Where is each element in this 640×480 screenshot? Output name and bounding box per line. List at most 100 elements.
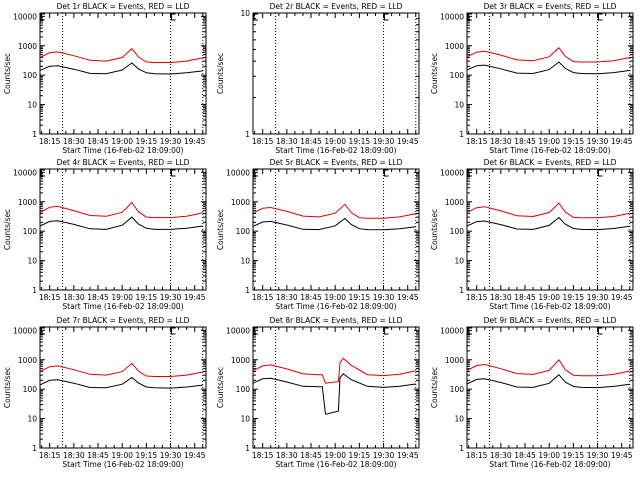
x-tick-label: 18:45 xyxy=(514,137,536,146)
panel-title: Det 1r BLACK = Events, RED = LLD xyxy=(57,2,190,11)
x-tick-label: 19:15 xyxy=(349,293,371,302)
x-tick-label: 19:15 xyxy=(136,137,158,146)
x-tick-label: 19:45 xyxy=(397,451,419,460)
x-tick-label: 18:30 xyxy=(490,451,512,460)
y-axis-label: Counts/sec xyxy=(216,367,225,408)
interval-marker xyxy=(598,327,603,335)
y-tick-label: 10 xyxy=(454,101,464,110)
plot-frame xyxy=(466,168,634,291)
x-tick-label: 18:15 xyxy=(39,293,61,302)
x-tick-label: 19:45 xyxy=(184,451,206,460)
y-tick-label: 10 xyxy=(240,9,250,18)
y-axis-label: Counts/sec xyxy=(3,53,12,94)
x-tick-label: 19:00 xyxy=(538,137,560,146)
x-tick-label: 18:15 xyxy=(466,293,488,302)
x-tick-label: 19:45 xyxy=(611,293,633,302)
y-tick-label: 10 xyxy=(240,257,250,266)
x-tick-label: 18:45 xyxy=(300,451,322,460)
y-tick-label: 10000 xyxy=(13,326,37,335)
series-line-events xyxy=(252,217,416,231)
x-tick-label: 18:15 xyxy=(39,451,61,460)
x-tick-label: 19:00 xyxy=(538,293,560,302)
interval-marker xyxy=(598,169,603,177)
series-line-lld xyxy=(39,362,203,377)
interval-marker xyxy=(467,327,472,335)
x-axis-label: Start Time (16-Feb-02 18:09:00) xyxy=(275,146,396,155)
detector-panel-5: Det 5r BLACK = Events, RED = LLD 10000 100… xyxy=(216,158,420,311)
y-tick-label: 1 xyxy=(459,286,464,295)
interval-marker xyxy=(384,327,389,335)
x-tick-label: 19:30 xyxy=(160,293,182,302)
series-line-lld xyxy=(39,47,203,63)
plot-frame xyxy=(39,12,207,135)
plot-frame xyxy=(252,168,420,291)
y-tick-label: 10000 xyxy=(13,12,37,21)
x-tick-label: 19:00 xyxy=(111,137,133,146)
x-tick-label: 19:15 xyxy=(349,137,371,146)
panel-title: Det 2r BLACK = Events, RED = LLD xyxy=(270,2,403,11)
y-tick-label: 100 xyxy=(236,227,251,236)
y-tick-label: 10 xyxy=(240,415,250,424)
detector-panel-4: Det 4r BLACK = Events, RED = LLD 10000 100… xyxy=(3,158,207,311)
x-tick-label: 19:45 xyxy=(184,137,206,146)
detector-panel-7: Det 7r BLACK = Events, RED = LLD 10000 100… xyxy=(3,316,207,469)
plot-frame xyxy=(39,168,207,291)
interval-marker xyxy=(384,13,389,21)
interval-marker xyxy=(384,169,389,177)
y-axis-label: Counts/sec xyxy=(216,53,225,94)
series-line-events xyxy=(466,373,630,389)
x-tick-label: 18:45 xyxy=(514,293,536,302)
panel-title: Det 4r BLACK = Events, RED = LLD xyxy=(57,158,190,167)
x-tick-label: 19:30 xyxy=(160,137,182,146)
x-tick-label: 19:15 xyxy=(136,293,158,302)
y-axis-label: Counts/sec xyxy=(430,53,439,94)
y-tick-label: 1 xyxy=(245,444,250,453)
interval-marker xyxy=(253,327,258,335)
x-tick-label: 19:45 xyxy=(184,293,206,302)
series-line-lld xyxy=(252,203,416,219)
y-tick-label: 1000 xyxy=(18,42,37,51)
x-tick-label: 19:15 xyxy=(563,137,585,146)
y-axis-label: Counts/sec xyxy=(3,367,12,408)
y-axis-label: Counts/sec xyxy=(3,209,12,250)
x-tick-label: 19:00 xyxy=(324,137,346,146)
x-tick-label: 19:15 xyxy=(563,451,585,460)
x-tick-label: 19:30 xyxy=(373,137,395,146)
interval-marker xyxy=(171,13,176,21)
y-tick-label: 100 xyxy=(23,71,38,80)
interval-marker xyxy=(40,327,45,335)
y-tick-label: 1000 xyxy=(231,356,250,365)
x-tick-label: 18:15 xyxy=(252,451,274,460)
x-tick-label: 19:30 xyxy=(587,137,609,146)
y-tick-label: 100 xyxy=(23,385,38,394)
x-tick-label: 19:00 xyxy=(111,451,133,460)
y-axis-label: Counts/sec xyxy=(430,367,439,408)
y-tick-label: 10000 xyxy=(226,168,250,177)
x-tick-label: 18:30 xyxy=(490,293,512,302)
panel-title: Det 3r BLACK = Events, RED = LLD xyxy=(484,2,617,11)
y-tick-label: 100 xyxy=(23,227,38,236)
x-tick-label: 18:30 xyxy=(276,137,298,146)
interval-marker xyxy=(40,169,45,177)
x-axis-label: Start Time (16-Feb-02 18:09:00) xyxy=(62,460,183,469)
x-tick-label: 19:30 xyxy=(587,451,609,460)
interval-marker xyxy=(253,13,258,21)
x-tick-label: 18:45 xyxy=(514,451,536,460)
y-tick-label: 1 xyxy=(32,444,37,453)
panel-title: Det 5r BLACK = Events, RED = LLD xyxy=(270,158,403,167)
x-tick-label: 19:15 xyxy=(349,451,371,460)
series-line-lld xyxy=(466,202,630,219)
series-line-lld xyxy=(466,358,630,377)
panel-title: Det 7r BLACK = Events, RED = LLD xyxy=(57,316,190,325)
x-tick-label: 19:45 xyxy=(397,293,419,302)
x-tick-label: 18:30 xyxy=(63,137,85,146)
x-tick-label: 18:15 xyxy=(252,137,274,146)
x-tick-label: 18:45 xyxy=(300,293,322,302)
y-tick-label: 10 xyxy=(27,415,37,424)
y-tick-label: 1 xyxy=(245,286,250,295)
x-axis-label: Start Time (16-Feb-02 18:09:00) xyxy=(489,460,610,469)
y-tick-label: 100 xyxy=(236,385,251,394)
x-tick-label: 19:15 xyxy=(563,293,585,302)
detector-panel-2: Det 2r BLACK = Events, RED = LLD 10 1 Count… xyxy=(216,2,420,155)
